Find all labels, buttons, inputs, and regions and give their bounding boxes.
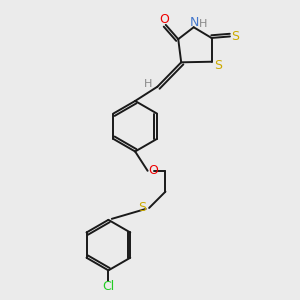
Text: H: H xyxy=(198,19,207,29)
Text: Cl: Cl xyxy=(102,280,115,293)
Text: N: N xyxy=(190,16,200,29)
Text: O: O xyxy=(159,13,169,26)
Text: H: H xyxy=(144,79,153,89)
Text: S: S xyxy=(139,202,147,214)
Text: S: S xyxy=(214,59,222,72)
Text: S: S xyxy=(231,30,239,43)
Text: O: O xyxy=(148,164,158,177)
